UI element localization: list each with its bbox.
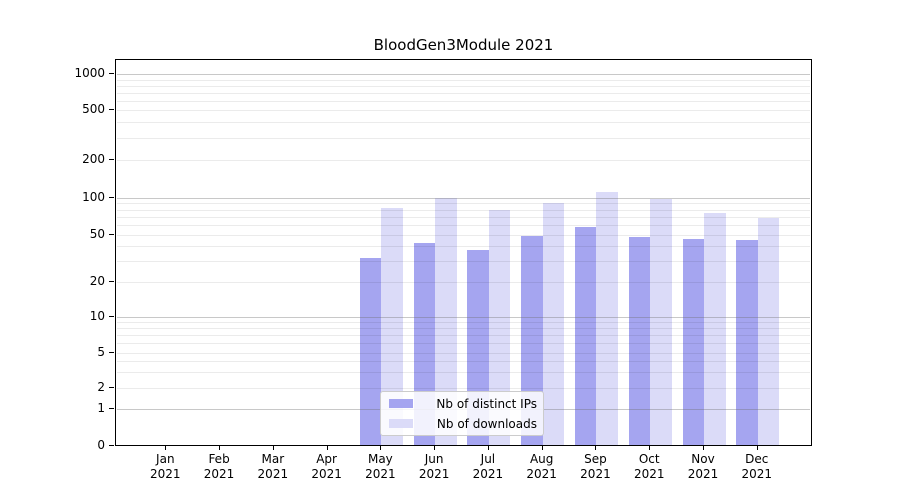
x-tick-label: Jan 2021 (150, 452, 181, 481)
y-tick-mark (109, 316, 114, 317)
x-tick-mark (380, 446, 382, 450)
x-tick-mark (219, 446, 221, 450)
minor-gridline (117, 85, 810, 87)
minor-gridline (117, 224, 810, 226)
y-tick-label: 1 (97, 401, 105, 415)
minor-gridline (117, 110, 810, 112)
bar-downloads (435, 197, 457, 445)
minor-gridline (117, 261, 810, 263)
minor-gridline (117, 209, 810, 211)
legend-item-distinct-ips: Nb of distinct IPs (389, 395, 537, 413)
bar-downloads (757, 218, 780, 445)
x-tick-label: Jul 2021 (472, 452, 504, 481)
y-tick-label: 0 (97, 438, 105, 452)
y-tick-mark (109, 158, 114, 160)
minor-gridline (117, 328, 810, 330)
minor-gridline (117, 216, 810, 218)
y-tick-mark (109, 387, 114, 388)
y-tick-label: 1000 (74, 66, 105, 81)
plot-area (115, 59, 812, 446)
x-tick-mark (703, 446, 704, 450)
x-tick-label: Mar 2021 (257, 452, 289, 481)
minor-gridline (117, 322, 810, 324)
y-tick-mark (109, 109, 114, 111)
bar-distinct-ips (628, 236, 651, 445)
y-tick-label: 5 (97, 344, 105, 359)
minor-gridline (117, 122, 810, 124)
y-tick-label: 2 (97, 380, 105, 394)
y-tick-mark (109, 73, 114, 75)
bar-downloads (542, 202, 565, 445)
minor-gridline (117, 92, 810, 94)
x-tick-label: Apr 2021 (311, 452, 342, 481)
x-tick-mark (541, 446, 543, 450)
x-tick-label: Oct 2021 (633, 452, 665, 481)
y-tick-mark (109, 196, 114, 198)
minor-gridline (117, 246, 810, 248)
legend-label-distinct-ips: Nb of distinct IPs (436, 396, 537, 411)
x-tick-label: Nov 2021 (687, 452, 719, 481)
y-tick-label: 50 (89, 226, 105, 241)
bar-downloads (488, 209, 511, 445)
bar-distinct-ips (682, 239, 704, 445)
minor-gridline (117, 335, 810, 337)
y-tick-label: 500 (82, 102, 105, 117)
chart-title: BloodGen3Module 2021 (373, 36, 554, 54)
x-tick-label: Sep 2021 (580, 452, 611, 481)
bar-downloads (381, 208, 403, 445)
x-tick-label: Jun 2021 (418, 452, 450, 481)
y-tick-mark (109, 281, 114, 282)
y-tick-label: 200 (82, 151, 105, 166)
legend-swatch-downloads (389, 419, 413, 428)
x-tick-mark (326, 446, 328, 450)
x-tick-mark (487, 446, 489, 450)
major-gridline (117, 197, 810, 199)
minor-gridline (117, 352, 810, 354)
y-tick-mark (109, 445, 114, 446)
minor-gridline (117, 203, 810, 205)
y-tick-mark (109, 351, 114, 353)
y-tick-label: 20 (89, 274, 105, 288)
legend-label-downloads: Nb of downloads (436, 416, 537, 431)
minor-gridline (117, 282, 810, 283)
x-tick-mark (649, 446, 651, 450)
minor-gridline (117, 343, 810, 345)
major-gridline (117, 317, 810, 318)
legend-swatch-distinct-ips (389, 399, 413, 408)
bar-distinct-ips (359, 257, 382, 445)
bar-downloads (704, 212, 726, 445)
minor-gridline (117, 234, 810, 236)
y-tick-label: 100 (82, 189, 105, 204)
bar-distinct-ips (574, 226, 597, 445)
y-tick-mark (109, 233, 114, 235)
x-tick-mark (272, 446, 274, 450)
x-tick-mark (165, 446, 167, 450)
x-tick-label: Aug 2021 (526, 452, 557, 481)
minor-gridline (117, 79, 810, 81)
x-tick-label: May 2021 (365, 452, 396, 481)
bar-downloads (596, 192, 618, 445)
minor-gridline (117, 388, 810, 389)
minor-gridline (117, 361, 810, 363)
minor-gridline (117, 137, 810, 139)
x-tick-mark (756, 446, 758, 450)
x-tick-label: Feb 2021 (203, 452, 235, 481)
x-tick-mark (434, 446, 436, 450)
minor-gridline (117, 372, 810, 374)
x-tick-mark (595, 446, 597, 450)
y-tick-mark (109, 408, 114, 409)
minor-gridline (117, 100, 810, 102)
bar-distinct-ips (736, 240, 758, 445)
y-tick-label: 10 (89, 309, 105, 323)
x-tick-label: Dec 2021 (741, 452, 773, 481)
legend-item-downloads: Nb of downloads (389, 415, 537, 433)
legend: Nb of distinct IPs Nb of downloads (380, 391, 544, 436)
major-gridline (117, 74, 810, 76)
bar-downloads (650, 199, 672, 445)
minor-gridline (117, 159, 810, 161)
